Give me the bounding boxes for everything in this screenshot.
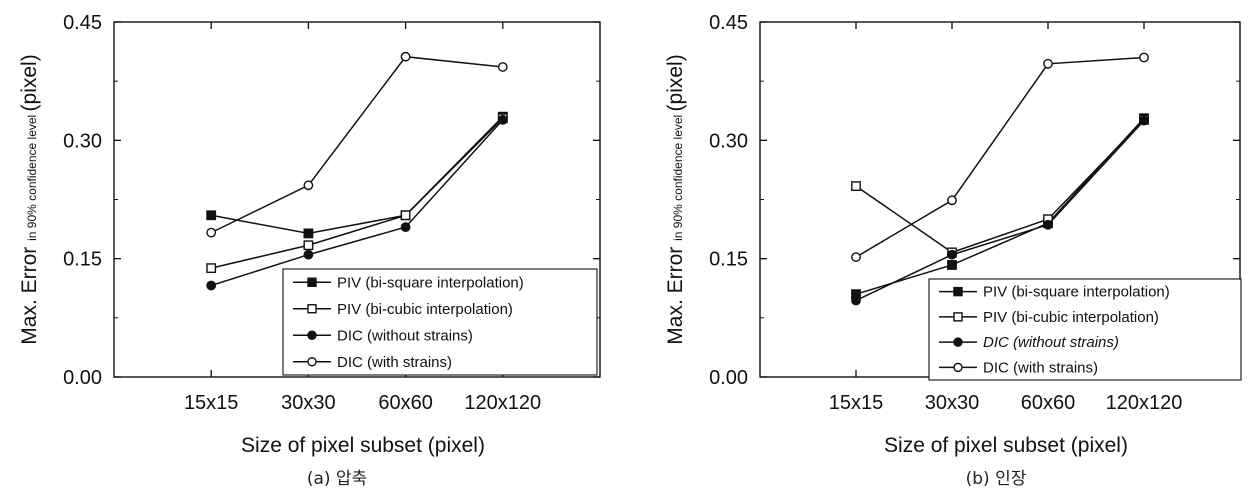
y-axis-label-main: Max. Error	[18, 241, 41, 345]
chart-b: 0.00 0.15 0.30 0.45 15x15 30x30 60x60 120x120 Si…	[664, 12, 1242, 489]
series-3-point	[1139, 115, 1149, 126]
series-line-2	[211, 117, 504, 269]
legend-marker-4	[307, 357, 317, 367]
y-axis-label-sub: in 90% confidence level	[671, 111, 685, 240]
x-tick-label: 15x15	[184, 392, 239, 414]
series-3-point	[947, 249, 957, 260]
series-3-point	[851, 295, 861, 306]
y-axis-label-sub: in 90% confidence level	[25, 111, 39, 240]
x-tick-label: 30x30	[281, 392, 336, 414]
series-2-point	[303, 240, 314, 251]
legend-label-3: DIC (without strains)	[337, 327, 473, 344]
y-tick-label: 0.15	[709, 249, 748, 271]
legend-marker-1	[953, 286, 963, 297]
legend-label-1: PIV (bi-square interpolation)	[337, 274, 524, 291]
legend-marker-2	[307, 304, 317, 314]
legend-marker-4	[953, 362, 963, 373]
x-axis-label: Size of pixel subset (pixel)	[241, 434, 485, 457]
x-tick-label: 120x120	[464, 392, 541, 414]
series-1-point	[947, 260, 957, 270]
legend-marker-3	[953, 337, 963, 347]
series-4-point	[400, 51, 411, 62]
series-3-point	[497, 114, 508, 125]
x-axis-label: Size of pixel subset (pixel)	[884, 434, 1128, 457]
y-axis-label: Max. Error in 90% confidence level (pixe…	[18, 54, 41, 344]
series-line-4	[855, 56, 1145, 258]
y-axis-label-unit: (pixel)	[664, 54, 687, 111]
series-line-2	[855, 119, 1145, 254]
series-4-point	[303, 180, 314, 191]
legend-marker-3	[307, 330, 317, 340]
legend-box	[282, 268, 598, 376]
series-4-point	[206, 227, 217, 238]
x-tick-label: 30x30	[925, 392, 980, 414]
legend-label-2: PIV (bi-cubic interpolation)	[337, 301, 513, 318]
y-tick-label: 0.45	[63, 12, 102, 34]
series-2-point	[206, 263, 217, 274]
legend-marker-2	[953, 312, 963, 322]
series-1-point	[206, 210, 217, 221]
legend-marker-1	[307, 277, 317, 287]
y-axis-label-main: Max. Error	[664, 241, 687, 345]
series-line-3	[210, 119, 504, 287]
series-line-1	[855, 117, 1145, 295]
legend-label-4: DIC (with strains)	[983, 359, 1098, 376]
series-3-point	[400, 222, 411, 233]
y-tick-label: 0.15	[63, 249, 102, 271]
x-tick-label: 15x15	[829, 392, 884, 414]
figure-caption: (b) 인장	[966, 469, 1027, 489]
series-4-point	[497, 62, 508, 72]
y-tick-label: 0.45	[709, 12, 748, 34]
chart-a: 0.00 0.15 0.30 0.45 15x15 30x30 60x60 120x120 Si…	[18, 12, 601, 489]
series-4-point	[851, 252, 861, 262]
series-line-1	[211, 116, 504, 235]
series-4-point	[1139, 52, 1149, 63]
series-3-point	[1043, 219, 1053, 230]
legend-label-3: DIC (without strains)	[983, 334, 1119, 351]
y-axis-label: Max. Error in 90% confidence level (pixe…	[664, 54, 687, 344]
legend-label-4: DIC (with strains)	[337, 354, 452, 371]
series-4-point	[1043, 58, 1053, 69]
x-tick-label: 120x120	[1106, 392, 1183, 414]
y-tick-label: 0.00	[63, 367, 102, 389]
series-1-point	[303, 228, 314, 239]
x-tick-label: 60x60	[1021, 392, 1076, 414]
legend-label-1: PIV (bi-square interpolation)	[983, 284, 1170, 301]
y-tick-label: 0.00	[709, 367, 748, 389]
series-2-point	[400, 210, 411, 221]
y-tick-label: 0.30	[709, 130, 748, 152]
y-axis-label-unit: (pixel)	[18, 54, 41, 111]
series-line-3	[855, 120, 1145, 302]
series-3-point	[303, 249, 314, 260]
legend-label-2: PIV (bi-cubic interpolation)	[983, 309, 1159, 326]
x-tick-label: 60x60	[378, 392, 433, 414]
legend-box	[928, 278, 1242, 381]
series-4-point	[947, 195, 957, 206]
figure-caption: (a) 압축	[307, 469, 367, 489]
y-tick-label: 0.30	[63, 130, 102, 152]
series-2-point	[851, 181, 861, 191]
series-line-4	[210, 55, 503, 234]
series-3-point	[206, 280, 217, 291]
